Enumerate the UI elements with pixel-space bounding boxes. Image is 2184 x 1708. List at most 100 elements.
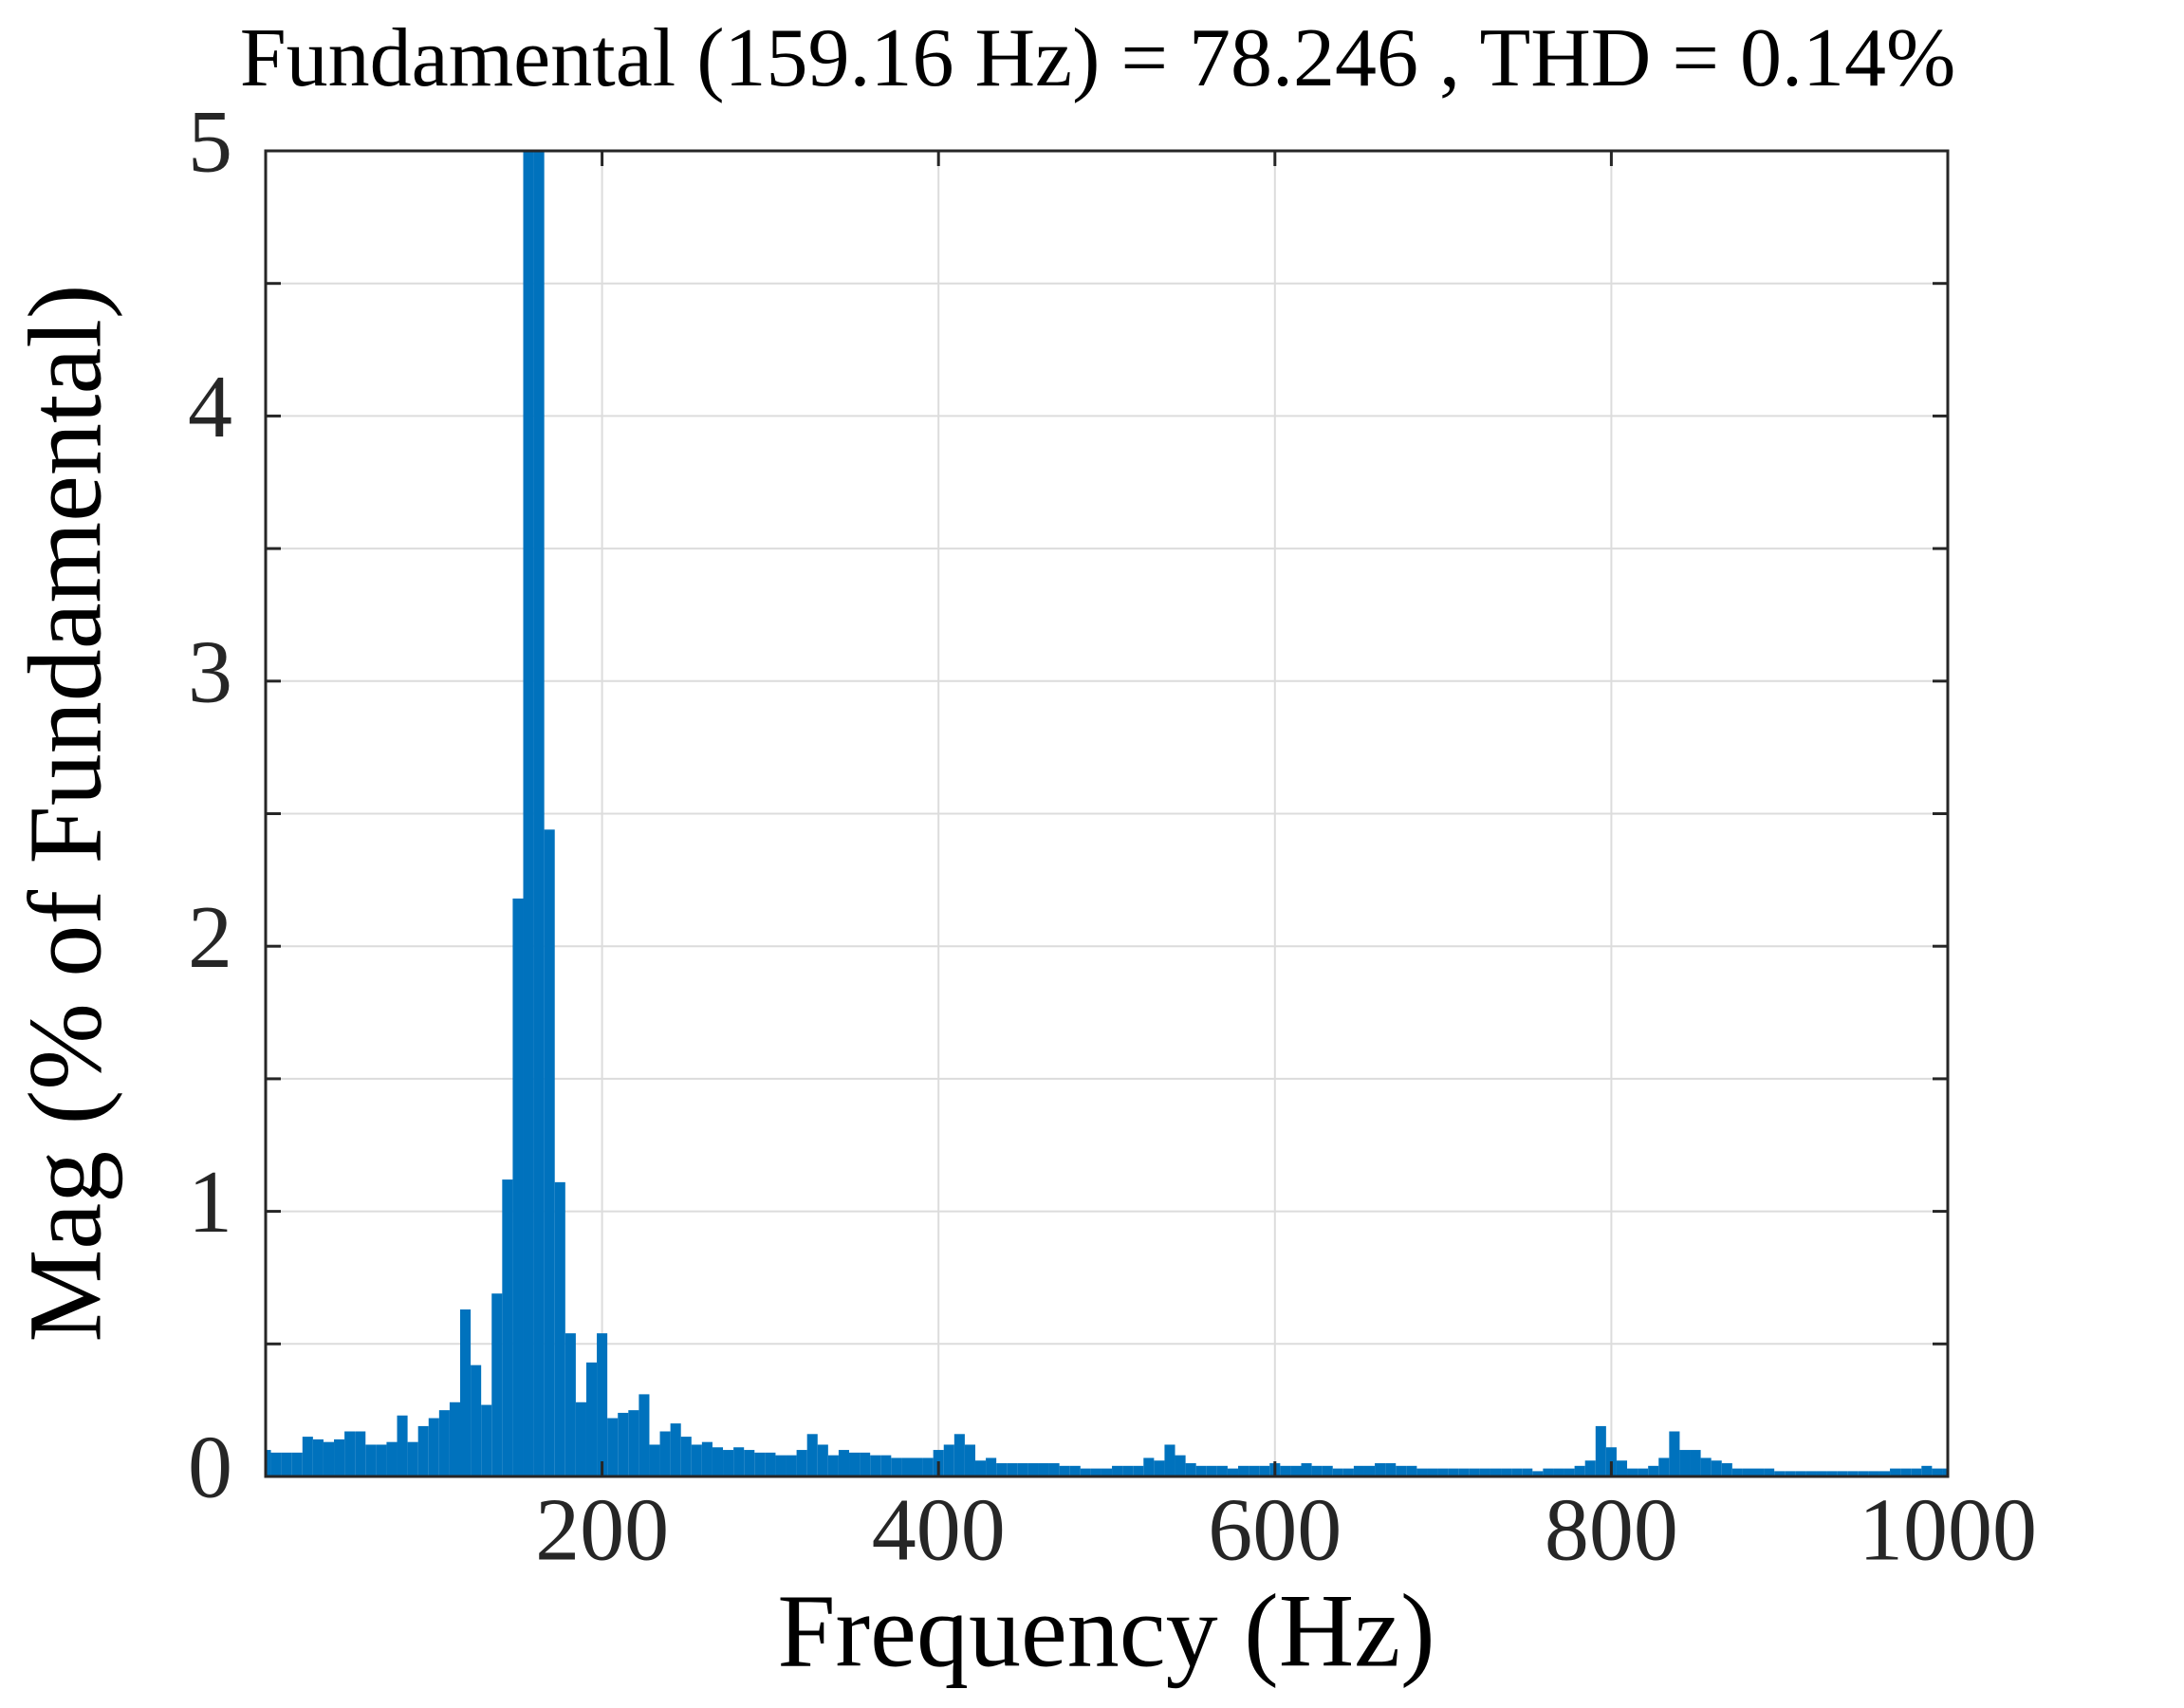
- bar: [1543, 1468, 1554, 1476]
- bar: [1752, 1468, 1765, 1476]
- bar: [1469, 1468, 1480, 1476]
- bar: [1290, 1465, 1302, 1476]
- bar: [1627, 1468, 1638, 1476]
- bar: [1396, 1465, 1407, 1476]
- bar: [1595, 1425, 1606, 1476]
- bar: [649, 1444, 660, 1476]
- bar: [575, 1402, 586, 1476]
- bar: [1216, 1465, 1228, 1476]
- bar: [1133, 1465, 1144, 1476]
- bar: [417, 1425, 429, 1476]
- bar: [1805, 1471, 1817, 1476]
- bar: [1143, 1457, 1155, 1476]
- y-tick-label: 2: [188, 888, 232, 987]
- bar: [1700, 1457, 1712, 1476]
- bar: [1458, 1468, 1470, 1476]
- bar: [1584, 1460, 1596, 1476]
- bar: [1017, 1463, 1028, 1476]
- bar: [1363, 1465, 1376, 1476]
- bar: [1185, 1463, 1196, 1476]
- bar: [449, 1402, 461, 1476]
- bar: [585, 1362, 598, 1476]
- bar: [523, 151, 534, 1476]
- bar: [754, 1452, 766, 1476]
- bar: [1648, 1465, 1659, 1476]
- bar: [1721, 1463, 1732, 1476]
- bar: [407, 1441, 418, 1476]
- bar: [344, 1431, 356, 1476]
- bar: [880, 1455, 892, 1476]
- bar: [397, 1415, 408, 1476]
- bar: [386, 1441, 398, 1476]
- bar: [796, 1450, 807, 1476]
- bar: [1826, 1471, 1838, 1476]
- bar: [1795, 1471, 1806, 1476]
- bars: [266, 151, 1948, 1476]
- x-tick-label: 1000: [1859, 1481, 2037, 1580]
- y-axis-label: Mag (% of Fundamental): [7, 285, 122, 1343]
- bar: [1280, 1465, 1291, 1476]
- bar: [1837, 1471, 1848, 1476]
- bar: [1206, 1465, 1217, 1476]
- bar: [860, 1452, 871, 1476]
- bar: [1490, 1468, 1502, 1476]
- bar: [481, 1404, 492, 1476]
- bar: [1090, 1468, 1101, 1476]
- bar: [680, 1437, 692, 1476]
- bar: [891, 1457, 902, 1476]
- bar: [639, 1394, 650, 1476]
- bar: [953, 1434, 965, 1476]
- bar: [1764, 1468, 1775, 1476]
- bar: [1553, 1468, 1564, 1476]
- bar: [1501, 1468, 1512, 1476]
- bar: [659, 1431, 671, 1476]
- bar: [355, 1431, 366, 1476]
- bar: [744, 1450, 755, 1476]
- bar: [1890, 1468, 1901, 1476]
- bar: [266, 1450, 271, 1476]
- x-tick-label: 600: [1208, 1481, 1342, 1580]
- bar: [1564, 1468, 1575, 1476]
- bar: [1059, 1465, 1070, 1476]
- bar: [964, 1444, 975, 1476]
- bar: [291, 1452, 303, 1476]
- bar: [1227, 1468, 1239, 1476]
- bar: [1932, 1468, 1943, 1476]
- bar: [1353, 1465, 1364, 1476]
- bar: [1522, 1468, 1533, 1476]
- bar: [1164, 1444, 1175, 1476]
- bar: [428, 1418, 439, 1476]
- bar: [1638, 1468, 1649, 1476]
- bar: [544, 829, 555, 1476]
- bar: [1322, 1465, 1333, 1476]
- y-tick-label: 3: [188, 622, 232, 721]
- bar: [1658, 1457, 1670, 1476]
- bar: [1711, 1460, 1722, 1476]
- bar: [733, 1447, 745, 1476]
- bar: [1238, 1465, 1249, 1476]
- bar: [1900, 1468, 1912, 1476]
- bar: [1669, 1431, 1680, 1476]
- bar: [1742, 1468, 1753, 1476]
- bar: [786, 1455, 797, 1476]
- bar: [1375, 1463, 1386, 1476]
- bar: [1731, 1468, 1743, 1476]
- bar: [1437, 1468, 1449, 1476]
- bar: [1080, 1468, 1091, 1476]
- bar: [1785, 1471, 1796, 1476]
- bar: [1048, 1463, 1060, 1476]
- bar: [996, 1463, 1008, 1476]
- y-tick-label: 1: [188, 1153, 232, 1252]
- bar: [1427, 1468, 1438, 1476]
- bar: [1101, 1468, 1113, 1476]
- bar: [765, 1452, 776, 1476]
- bar: [323, 1441, 335, 1476]
- y-tick-label: 4: [188, 358, 232, 456]
- bar: [1479, 1468, 1490, 1476]
- bar: [1175, 1455, 1186, 1476]
- bar: [1416, 1468, 1428, 1476]
- bar: [460, 1309, 472, 1476]
- bar: [512, 898, 524, 1476]
- bar: [943, 1444, 954, 1476]
- bar: [806, 1434, 818, 1476]
